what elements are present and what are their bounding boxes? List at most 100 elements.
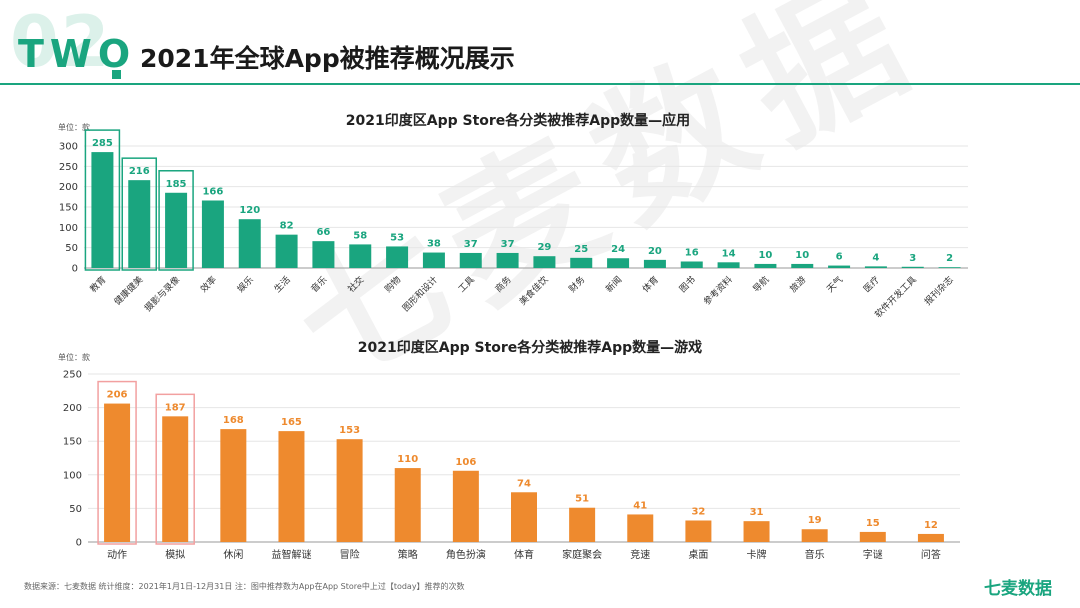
category-label-apps: 医疗 [861,274,882,295]
bar-apps [533,256,556,268]
bar-games [801,529,828,542]
bar-apps [165,192,188,268]
value-label-apps: 4 [872,252,879,263]
accent-square [112,70,121,79]
category-label-apps: 图书 [677,274,698,295]
category-label-games: 角色扮演 [446,548,486,561]
brand-logo-text: 七麦数据 [984,579,1052,599]
section-number: 02 [10,1,112,83]
category-label-games: 家庭聚会 [562,548,602,561]
category-label-apps: 美食佳饮 [517,274,551,308]
category-label-games: 桌面 [688,548,708,561]
y-tick-label-games: 100 [63,470,82,481]
category-label-games: 益智解谜 [271,548,311,561]
bar-apps [938,267,961,268]
header-divider [0,83,1080,85]
category-label-apps: 财务 [566,274,587,295]
category-label-games: 字谜 [863,548,883,561]
bar-apps [201,200,224,268]
y-tick-label-apps: 300 [59,142,78,153]
highlight-box-games [155,393,195,545]
bar-apps [643,259,666,268]
value-label-apps: 66 [316,227,330,238]
category-label-apps: 工具 [456,274,477,295]
bar-apps [91,152,114,268]
value-label-apps: 185 [166,179,187,190]
y-tick-label-games: 250 [63,370,82,381]
bar-apps [680,261,703,268]
value-label-games: 106 [455,457,476,468]
category-label-apps: 摄影与录像 [142,274,182,314]
category-label-games: 休闲 [223,548,243,561]
value-label-apps: 29 [537,242,551,253]
y-tick-label-apps: 50 [65,243,78,254]
value-label-games: 153 [339,425,360,436]
value-label-games: 32 [691,506,705,517]
bar-apps [570,257,593,268]
bar-apps [422,252,445,268]
category-label-apps: 导航 [750,274,771,295]
y-tick-label-apps: 250 [59,162,78,173]
page-title: 2021年全球App被推荐概况展示 [140,44,515,73]
category-label-games: 体育 [514,548,534,561]
bar-apps [386,246,409,268]
value-label-games: 51 [575,494,589,505]
highlight-box-apps [84,129,121,271]
category-label-apps: 参考资料 [701,274,735,308]
bar-games [743,521,770,542]
category-label-apps: 购物 [382,274,403,295]
y-tick-label-games: 200 [63,403,82,414]
value-label-apps: 14 [722,248,736,259]
value-label-games: 19 [808,515,822,526]
value-label-apps: 166 [202,186,223,197]
value-label-games: 110 [397,454,418,465]
value-label-apps: 216 [129,166,150,177]
value-label-games: 168 [223,415,244,426]
category-label-games: 冒险 [340,548,360,561]
bar-games [162,416,189,542]
highlight-box-apps [158,170,194,271]
bar-apps [791,263,814,268]
value-label-games: 165 [281,417,302,428]
category-label-apps: 教育 [87,274,108,295]
value-label-games: 12 [924,520,938,531]
category-label-games: 竞速 [630,548,650,561]
bar-games [452,470,479,542]
value-label-games: 187 [165,402,186,413]
category-label-apps: 效率 [198,274,219,295]
value-label-apps: 20 [648,246,662,257]
bar-apps [717,262,740,268]
category-label-apps: 商务 [492,274,513,295]
category-label-apps: 旅游 [787,274,808,295]
highlight-box-games [97,380,137,545]
value-label-games: 41 [633,500,647,511]
y-tick-label-apps: 0 [72,264,78,275]
value-label-apps: 6 [836,252,843,263]
bar-apps [275,234,298,268]
category-label-games: 模拟 [165,548,185,561]
bar-apps [349,244,372,268]
value-label-apps: 24 [611,244,625,255]
section-word: TWO [18,32,137,76]
category-label-games: 策略 [398,548,418,561]
bar-apps [607,258,630,268]
bar-games [220,429,247,542]
bar-apps [238,219,261,268]
chart-title-apps: 2021印度区App Store各分类被推荐App数量—应用 [346,112,690,129]
bar-apps [128,180,151,268]
y-tick-label-games: 50 [69,504,82,515]
value-label-apps: 82 [280,221,294,232]
bar-apps [312,241,335,268]
bar-apps [496,252,519,268]
y-tick-label-games: 0 [76,538,82,549]
category-label-apps: 天气 [824,274,845,295]
bar-apps [459,252,482,268]
chart-title-games: 2021印度区App Store各分类被推荐App数量—游戏 [358,339,702,356]
category-label-apps: 娱乐 [235,274,256,295]
category-label-games: 音乐 [805,548,825,561]
value-label-apps: 10 [758,250,772,261]
y-tick-label-games: 150 [63,437,82,448]
y-tick-label-apps: 150 [59,203,78,214]
value-label-apps: 2 [946,253,953,264]
